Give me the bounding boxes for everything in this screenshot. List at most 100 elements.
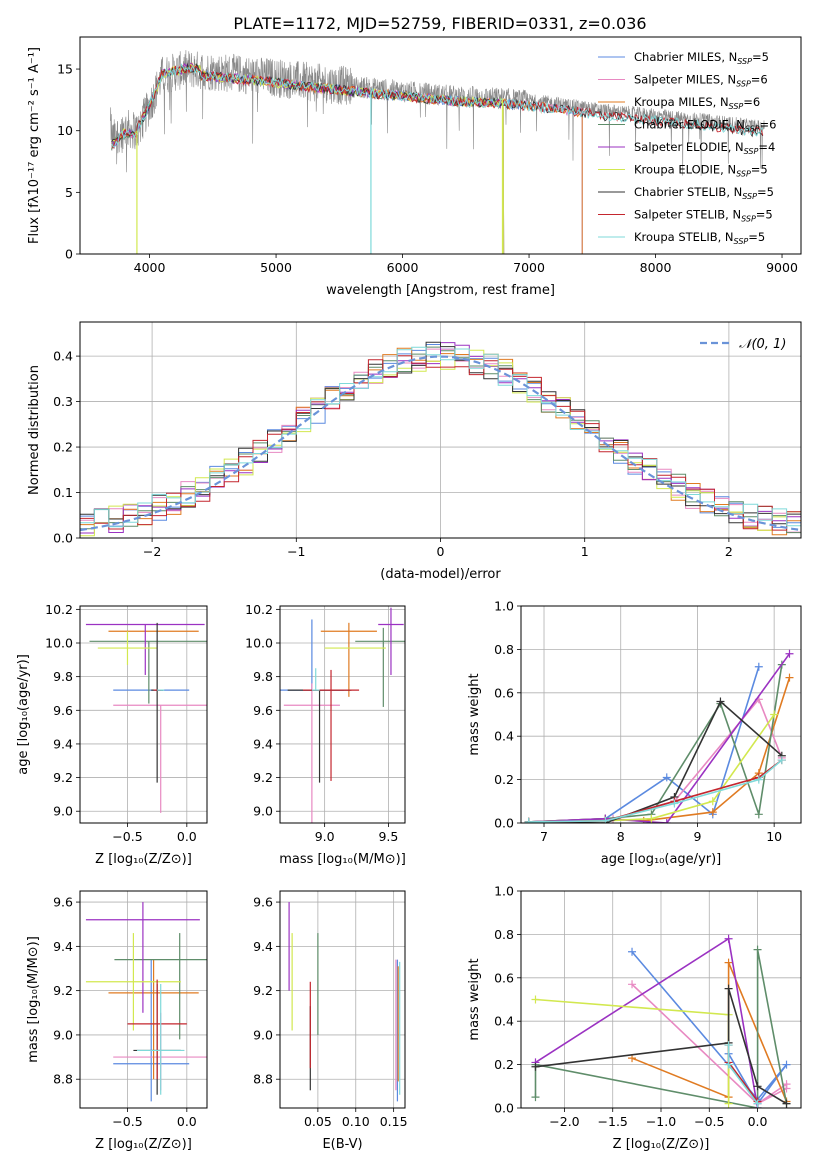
weight-line [528, 700, 783, 823]
plot-area-age_vs_mass [280, 607, 405, 823]
histogram-series [80, 342, 801, 534]
y-tick-label: 10.0 [245, 636, 273, 651]
weight-marker [724, 934, 733, 943]
weight-marker [785, 649, 794, 658]
weight-marker [531, 1062, 540, 1071]
x-tick-label: 0.0 [748, 1114, 768, 1129]
x-axis-label: (data-model)/error [380, 567, 501, 582]
y-tick-label: 9.4 [53, 939, 73, 954]
weight-line [534, 949, 788, 1108]
y-tick-label: 0.2 [494, 1057, 514, 1072]
y-tick-label: 0.2 [494, 772, 514, 787]
y-tick-label: 15 [57, 62, 73, 77]
weight-line [535, 937, 759, 1108]
model-line [111, 62, 764, 143]
legend-label: Chabrier MILES, NSSP=5 [634, 50, 769, 66]
weight-marker [724, 1041, 733, 1050]
weight-line [528, 653, 791, 823]
plots: 4000 5000 6000 7000 8000 9000051015wavelength… [16, 36, 802, 1152]
plot-area-mass_vs_ebv [288, 902, 401, 1102]
x-tick-label: 6000 [387, 260, 419, 275]
weight-marker [770, 710, 779, 719]
histogram-series [80, 341, 801, 525]
y-tick-label: 8.8 [53, 1072, 73, 1087]
weight-marker [753, 1099, 762, 1108]
x-tick-label: 0.10 [342, 1114, 370, 1129]
x-tick-label: 0.15 [380, 1114, 408, 1129]
y-tick-label: 9.0 [53, 1027, 73, 1042]
axes-frame [520, 605, 802, 824]
y-tick-label: 10.0 [45, 636, 73, 651]
y-tick-label: 0.1 [53, 485, 73, 500]
weight-marker [753, 1082, 762, 1091]
weight-marker [662, 773, 671, 782]
model-line [111, 64, 764, 150]
weight-marker [754, 662, 763, 671]
weight-marker [782, 1099, 791, 1108]
weight-marker [785, 673, 794, 682]
weight-marker [782, 1060, 791, 1069]
y-tick-label: 10 [57, 123, 73, 138]
y-tick-label: 0.8 [494, 927, 514, 942]
y-axis-label: age [log₁₀(age/yr)] [16, 654, 31, 775]
y-tick-label: 9.6 [253, 703, 273, 718]
x-axis-label: wavelength [Angstrom, rest frame] [326, 283, 555, 298]
x-axis-label: mass [log₁₀(M/M⊙)] [279, 852, 406, 867]
y-axis-label: Normed distribution [27, 365, 42, 495]
weight-line [528, 677, 791, 823]
y-tick-label: 9.4 [253, 736, 273, 751]
axes-mass_vs_Z: −0.5 0.0 8.8 9.0 9.2 9.4 9.6 Z [log₁₀(Z/Z⊙)] mas… [26, 890, 208, 1152]
y-tick-label: 9.2 [53, 983, 73, 998]
legend-label: Salpeter ELODIE, NSSP=4 [634, 140, 775, 156]
x-tick-label: 9.5 [378, 829, 398, 844]
y-tick-label: 10.2 [45, 602, 73, 617]
x-tick-label: 9000 [766, 260, 798, 275]
axes-spectrum: 4000 5000 6000 7000 8000 9000 0 5 10 15 wavelength… [27, 36, 802, 298]
y-tick-label: 9.0 [53, 804, 73, 819]
plot-area-residuals [80, 341, 801, 537]
y-axis-label: Flux [fλ10⁻¹⁷ erg cm⁻² s⁻¹ A⁻¹] [27, 47, 42, 244]
y-tick-label: 1.0 [494, 599, 514, 614]
weight-marker [754, 810, 763, 819]
weight-marker [753, 945, 762, 954]
weight-marker [601, 816, 610, 823]
y-tick-label: 5 [65, 185, 73, 200]
y-tick-label: 10.2 [245, 602, 273, 617]
y-tick-label: 0.3 [53, 394, 73, 409]
axes-frame [279, 890, 406, 1109]
y-axis-label: mass weight [467, 958, 482, 1040]
x-tick-label: −1.5 [598, 1114, 628, 1129]
plot-area-spectrum [110, 50, 765, 254]
weight-marker [724, 984, 733, 993]
weight-marker [724, 1060, 733, 1069]
y-tick-label: 0.6 [494, 685, 514, 700]
y-tick-label: 9.8 [253, 669, 273, 684]
x-axis-label: Z [log₁₀(Z/Z⊙)] [613, 1137, 710, 1152]
y-tick-label: 9.2 [253, 770, 273, 785]
axes-weight_vs_Z: −2.0 −1.5 −1.0 −0.5 0.0 0.0 0.2 0.4 0.6 0.8 1.0 Z [… [467, 884, 802, 1152]
x-tick-label: −2 [143, 544, 161, 559]
axes-age_vs_Z: −0.5 0.0 9.0 9.2 9.4 9.6 9.8 10.0 10.2 Z [log₁₀(Z… [16, 602, 208, 867]
weight-marker [708, 808, 717, 817]
x-tick-label: 2 [725, 544, 733, 559]
x-axis-label: Z [log₁₀(Z/Z⊙)] [95, 1137, 192, 1152]
weight-marker [524, 817, 533, 823]
weight-marker [724, 1099, 733, 1108]
weight-line [528, 664, 783, 823]
legend: Chabrier MILES, NSSP=5 Salpeter MILES, NS… [598, 50, 776, 246]
axes-frame [79, 890, 208, 1109]
weight-marker [531, 1093, 540, 1102]
x-tick-label: 9.0 [315, 829, 335, 844]
legend-label: Salpeter STELIB, NSSP=5 [634, 208, 773, 224]
y-axis-label: mass [log₁₀(M/M⊙)] [26, 936, 41, 1063]
x-tick-label: 5000 [260, 260, 292, 275]
y-tick-label: 0.0 [53, 531, 73, 546]
axes-frame [79, 605, 208, 824]
gaussian-curve [80, 355, 799, 532]
y-tick-label: 9.8 [53, 669, 73, 684]
y-tick-label: 0.0 [494, 1101, 514, 1116]
x-tick-label: 8000 [640, 260, 672, 275]
x-axis-label: Z [log₁₀(Z/Z⊙)] [95, 852, 192, 867]
y-tick-label: 0.6 [494, 970, 514, 985]
x-tick-label: 0.0 [177, 1114, 197, 1129]
